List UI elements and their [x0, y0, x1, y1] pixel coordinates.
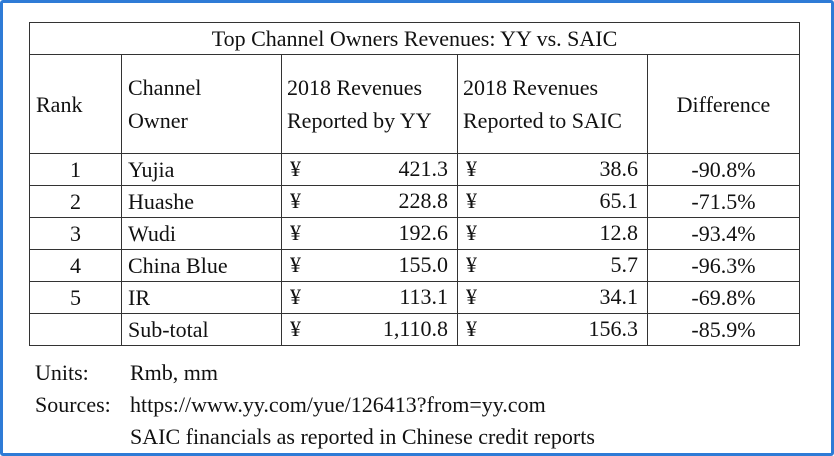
table-row: 1 Yujia ¥421.3 ¥38.6 -90.8% [29, 153, 800, 186]
owner-cell: Wudi [121, 217, 282, 250]
sources-label: Sources: [35, 392, 111, 417]
owner-cell: IR [121, 281, 282, 314]
saic-revenue-cell: ¥5.7 [457, 249, 648, 282]
rank-cell: 5 [29, 281, 122, 314]
header-channel-owner: Channel Owner [121, 54, 282, 154]
header-saic-line1: 2018 Revenues [463, 75, 599, 100]
yen-symbol: ¥ [466, 188, 477, 213]
footnotes: Units: Rmb, mm Sources: https://www.yy.c… [35, 357, 595, 453]
yy-revenue-cell: ¥192.6 [281, 217, 458, 250]
source-link: https://www.yy.com/yue/126413?from=yy.co… [130, 392, 546, 417]
difference-cell: -96.3% [647, 249, 800, 282]
saic-subtotal: 156.3 [588, 316, 639, 341]
yy-revenue-cell: ¥155.0 [281, 249, 458, 282]
units-label: Units: [35, 360, 89, 385]
yy-amount: 228.8 [398, 188, 449, 213]
difference-cell: -71.5% [647, 185, 800, 218]
source-saic: SAIC financials as reported in Chinese c… [130, 424, 595, 449]
saic-amount: 34.1 [599, 284, 639, 309]
yy-subtotal: 1,110.8 [382, 316, 448, 341]
saic-revenue-cell: ¥38.6 [457, 153, 648, 186]
header-rank: Rank [29, 54, 122, 154]
units-note: Units: Rmb, mm [35, 357, 595, 389]
yen-symbol: ¥ [466, 252, 477, 277]
subtotal-label: Sub-total [121, 313, 282, 346]
rank-cell: 2 [29, 185, 122, 218]
owner-cell: Huashe [121, 185, 282, 218]
saic-amount: 5.7 [610, 252, 639, 277]
sources-note: Sources: https://www.yy.com/yue/126413?f… [35, 389, 595, 421]
saic-revenue-cell: ¥156.3 [457, 313, 648, 346]
units-value: Rmb, mm [130, 360, 219, 385]
revenue-table: Top Channel Owners Revenues: YY vs. SAIC… [29, 22, 800, 346]
yen-symbol: ¥ [290, 252, 301, 277]
header-difference: Difference [647, 54, 800, 154]
table-row: 2 Huashe ¥228.8 ¥65.1 -71.5% [29, 185, 800, 218]
saic-amount: 38.6 [599, 156, 639, 181]
yy-revenue-cell: ¥1,110.8 [281, 313, 458, 346]
saic-amount: 65.1 [599, 188, 639, 213]
difference-cell: -93.4% [647, 217, 800, 250]
saic-amount: 12.8 [599, 220, 639, 245]
header-yy-line2: Reported by YY [287, 108, 432, 133]
table-row: 4 China Blue ¥155.0 ¥5.7 -96.3% [29, 249, 800, 282]
table-title: Top Channel Owners Revenues: YY vs. SAIC [29, 22, 800, 55]
owner-cell: China Blue [121, 249, 282, 282]
saic-revenue-cell: ¥34.1 [457, 281, 648, 314]
yy-revenue-cell: ¥421.3 [281, 153, 458, 186]
table-row: 3 Wudi ¥192.6 ¥12.8 -93.4% [29, 217, 800, 250]
saic-revenue-cell: ¥12.8 [457, 217, 648, 250]
yen-symbol: ¥ [290, 156, 301, 181]
yen-symbol: ¥ [290, 284, 301, 309]
yy-amount: 192.6 [398, 220, 449, 245]
header-saic-line2: Reported to SAIC [463, 108, 622, 133]
yy-revenue-cell: ¥228.8 [281, 185, 458, 218]
yy-amount: 113.1 [399, 284, 448, 309]
difference-cell: -85.9% [647, 313, 800, 346]
yen-symbol: ¥ [290, 316, 301, 341]
yy-amount: 155.0 [398, 252, 449, 277]
header-owner-line2: Owner [128, 108, 188, 133]
yen-symbol: ¥ [466, 316, 477, 341]
header-owner-line1: Channel [128, 75, 202, 100]
yen-symbol: ¥ [290, 188, 301, 213]
header-yy-line1: 2018 Revenues [287, 75, 423, 100]
sources-note-2: SAIC financials as reported in Chinese c… [35, 421, 595, 453]
rank-cell: 3 [29, 217, 122, 250]
difference-cell: -69.8% [647, 281, 800, 314]
yy-revenue-cell: ¥113.1 [281, 281, 458, 314]
subtotal-row: Sub-total ¥1,110.8 ¥156.3 -85.9% [29, 313, 800, 346]
yen-symbol: ¥ [466, 220, 477, 245]
yy-amount: 421.3 [398, 156, 449, 181]
yen-symbol: ¥ [290, 220, 301, 245]
yen-symbol: ¥ [466, 156, 477, 181]
difference-cell: -90.8% [647, 153, 800, 186]
table-row: 5 IR ¥113.1 ¥34.1 -69.8% [29, 281, 800, 314]
yen-symbol: ¥ [466, 284, 477, 309]
header-saic-revenues: 2018 Revenues Reported to SAIC [457, 54, 648, 154]
header-yy-revenues: 2018 Revenues Reported by YY [281, 54, 458, 154]
owner-cell: Yujia [121, 153, 282, 186]
rank-cell: 1 [29, 153, 122, 186]
table-title-row: Top Channel Owners Revenues: YY vs. SAIC [29, 22, 800, 55]
header-row: Rank Channel Owner 2018 Revenues Reporte… [29, 54, 800, 154]
saic-revenue-cell: ¥65.1 [457, 185, 648, 218]
rank-cell [29, 313, 122, 346]
rank-cell: 4 [29, 249, 122, 282]
